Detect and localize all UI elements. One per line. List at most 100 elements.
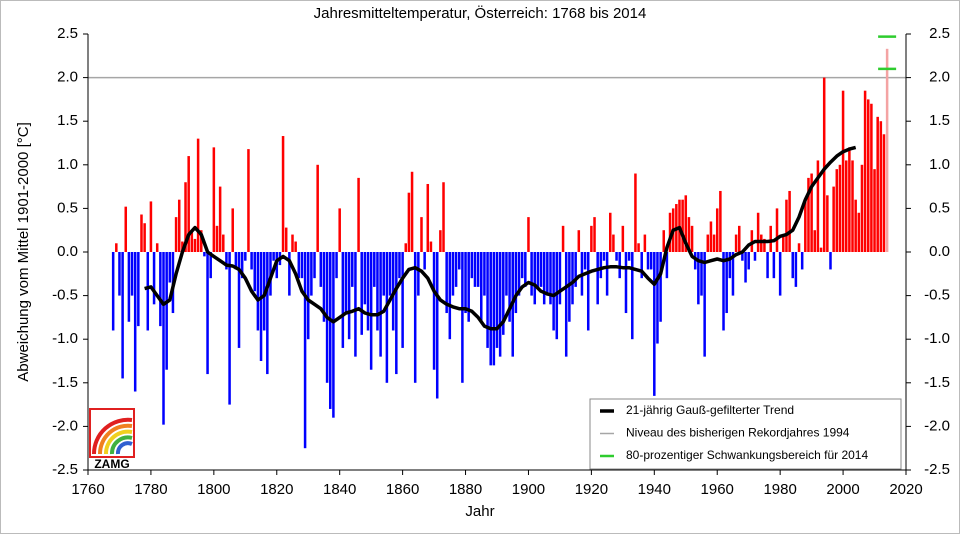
bar [401,252,404,348]
bar [690,225,694,252]
legend-label: 80-prozentiger Schwankungsbereich für 20… [626,448,868,462]
bar [885,48,889,252]
x-tick-label: 1880 [449,481,482,498]
bar [703,252,706,357]
legend: 21-jährig Gauß-gefilterter Trend Niveau d… [589,398,902,470]
bar [476,252,480,287]
bar [533,252,537,305]
bar [196,138,200,252]
bar [413,252,417,383]
y-tick-label: -1.5 [52,374,78,391]
bar [882,134,886,252]
bar [313,252,316,279]
bar [483,252,486,296]
bar [646,252,650,270]
bar [432,252,436,370]
y-tick-label: -1.0 [52,330,78,347]
y2-tick-label: 0.0 [929,243,950,260]
bar [442,182,445,252]
bar [237,252,241,348]
bar [860,164,864,252]
x-tick-label: 1780 [134,481,167,498]
bar [756,212,760,252]
bar [297,252,301,279]
x-tick-label: 2000 [826,481,859,498]
bar [876,116,879,252]
bar [247,149,250,252]
logo-arc [97,423,133,455]
bar [310,252,313,296]
bar [539,252,543,287]
bar [778,252,782,296]
bar [115,243,118,252]
bar [366,252,370,331]
bar [728,252,732,279]
bar [130,252,134,296]
bar [502,252,505,335]
bar [734,234,738,252]
bar [706,234,710,252]
bar [404,243,408,252]
bar [810,173,813,252]
y2-tick-label: 1.5 [929,112,950,129]
bar [747,252,750,270]
bar [244,252,247,261]
bar [398,252,401,279]
bar [822,77,826,252]
bar [203,252,206,257]
bar [344,252,348,314]
x-tick-label: 1960 [701,481,734,498]
x-tick-label: 2020 [889,481,922,498]
bar [775,208,779,252]
bar [118,252,121,296]
bar [829,252,832,270]
y-axis-label: Abweichung vom Mittel 1901-2000 [°C] [15,122,32,381]
bar [303,252,307,449]
bar [473,252,477,287]
y2-tick-label: -2.0 [924,417,950,434]
bar [844,160,848,252]
bar [800,252,804,270]
bar [253,252,257,292]
bar [240,252,244,279]
bar [621,225,625,252]
bar [681,199,684,252]
bar [347,252,351,340]
x-tick-label: 1800 [197,481,230,498]
bar [291,234,294,252]
bar [653,252,656,396]
bar [851,160,854,252]
bar [807,177,810,252]
bar [753,252,757,261]
bar [624,252,628,314]
bar [184,182,187,252]
bar [555,252,559,340]
bar [388,252,392,296]
bar [369,252,373,370]
bar [288,252,291,296]
bar [174,217,178,252]
bar [854,199,857,252]
bar [552,252,555,331]
bar [838,164,842,252]
bar [451,252,455,296]
bar [376,252,379,331]
bar [155,243,159,252]
y2-tick-label: -1.0 [924,330,950,347]
bar [341,252,345,348]
y-tick-label: 0.0 [57,243,78,260]
bar [602,252,606,261]
bar [832,186,835,252]
bar [439,230,442,252]
bar [300,252,304,279]
bar [190,230,194,252]
bar [429,241,433,252]
bar [634,173,637,252]
bar [605,252,609,296]
bar [417,252,420,296]
y-tick-label: -0.5 [52,287,78,304]
bar [215,225,219,252]
bar [760,234,763,252]
bar [256,252,260,331]
bar [794,252,798,287]
